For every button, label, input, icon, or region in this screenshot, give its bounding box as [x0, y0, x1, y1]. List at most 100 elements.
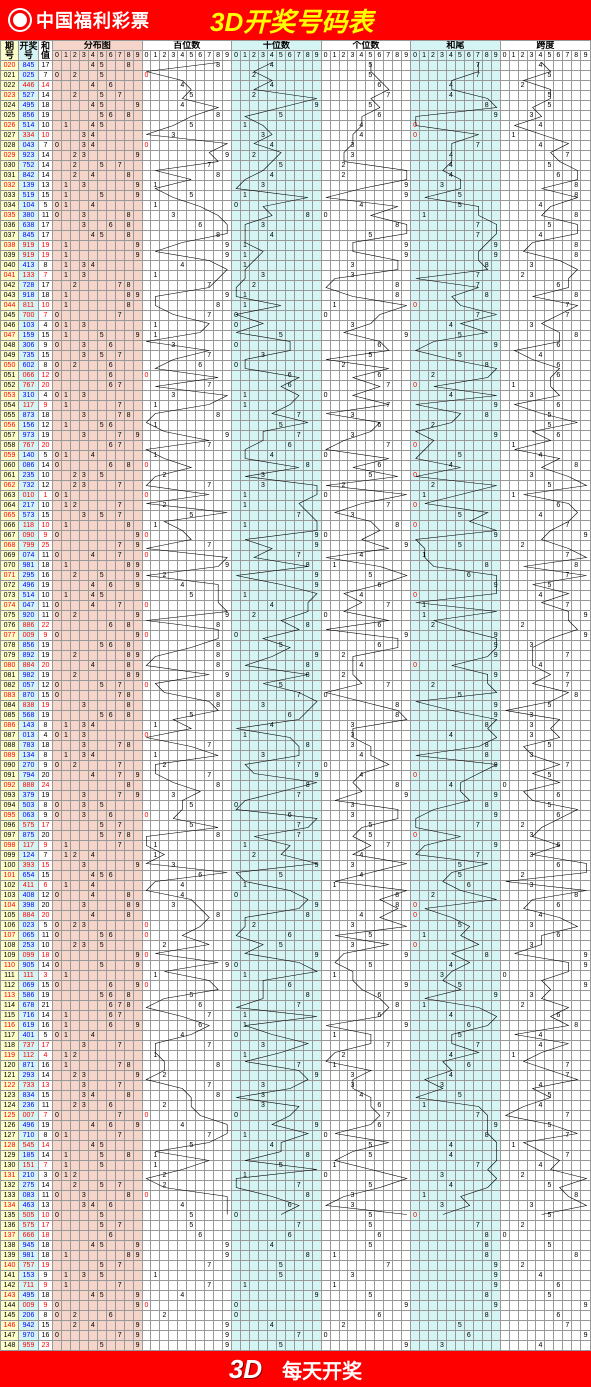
cell-tens — [258, 121, 267, 131]
cell-hund — [214, 571, 223, 581]
cell-span — [518, 741, 527, 751]
cell-tens — [276, 531, 285, 541]
cell-span — [500, 471, 509, 481]
cell-tail — [429, 161, 438, 171]
cell-dist — [115, 581, 124, 591]
cell-tens — [267, 641, 276, 651]
cell-hund — [169, 321, 178, 331]
cell-ones — [375, 351, 384, 361]
cell-ones — [348, 91, 357, 101]
cell-ones: 2 — [339, 651, 348, 661]
cell-span — [518, 711, 527, 721]
cell-hund — [187, 101, 196, 111]
cell-tens — [312, 691, 321, 701]
cell-hund — [214, 281, 223, 291]
cell-dist: 7 — [115, 281, 124, 291]
cell-tens — [294, 181, 303, 191]
cell-hund: 5 — [187, 191, 196, 201]
cell-tail: 0 — [411, 591, 420, 601]
cell-ones — [384, 311, 393, 321]
cell-tens — [294, 641, 303, 651]
cell-dist — [70, 731, 79, 741]
cell-tens — [267, 631, 276, 641]
cell-hund — [169, 291, 178, 301]
cell-tens: 1 — [241, 491, 250, 501]
cell-ones — [348, 351, 357, 361]
cell-tens — [249, 171, 258, 181]
cell-dist — [53, 621, 62, 631]
cell-tens — [249, 571, 258, 581]
cell-tens — [312, 331, 321, 341]
cell-span — [509, 321, 518, 331]
cell-ones — [357, 391, 366, 401]
page-title: 3D开奖号码表 — [210, 2, 373, 39]
cell-hund: 5 — [187, 121, 196, 131]
cell-hund — [196, 661, 205, 671]
cell-tail — [464, 221, 473, 231]
cell-sum: 14 — [39, 151, 53, 161]
cell-dist — [61, 651, 70, 661]
cell-hund — [178, 641, 187, 651]
cell-hund — [214, 671, 223, 681]
cell-tens — [276, 801, 285, 811]
cell-hund — [223, 71, 232, 81]
cell-tens — [303, 341, 312, 351]
cell-dist: 7 — [115, 551, 124, 561]
cell-dist — [133, 641, 142, 651]
cell-span — [500, 711, 509, 721]
cell-tail — [437, 121, 446, 131]
cell-span — [518, 801, 527, 811]
data-row: 0735141014551404 — [1, 591, 591, 601]
cell-tens — [294, 771, 303, 781]
hdr-digit: 0 — [411, 51, 420, 61]
cell-hund — [223, 441, 232, 451]
cell-tens — [312, 491, 321, 501]
cell-ones — [384, 761, 393, 771]
cell-hund — [142, 151, 151, 161]
cell-dist: 0 — [53, 211, 62, 221]
cell-tail — [464, 521, 473, 531]
cell-issue: 020 — [1, 61, 19, 71]
cell-tens — [303, 811, 312, 821]
cell-ones — [357, 621, 366, 631]
cell-ones — [393, 381, 402, 391]
cell-dist: 9 — [133, 671, 142, 681]
cell-dist — [97, 261, 106, 271]
cell-draw: 842 — [19, 171, 39, 181]
cell-hund — [214, 821, 223, 831]
cell-ones — [366, 801, 375, 811]
cell-tail — [455, 611, 464, 621]
cell-tail — [420, 121, 429, 131]
cell-tail — [464, 151, 473, 161]
cell-span — [518, 171, 527, 181]
cell-dist — [106, 211, 115, 221]
cell-span — [572, 661, 581, 671]
cell-span — [509, 741, 518, 751]
cell-span — [572, 601, 581, 611]
cell-dist — [61, 601, 70, 611]
data-row: 0235271425752745 — [1, 91, 591, 101]
cell-dist — [106, 401, 115, 411]
cell-hund — [223, 401, 232, 411]
cell-hund — [223, 771, 232, 781]
cell-tens: 6 — [285, 711, 294, 721]
cell-tail: 9 — [491, 671, 500, 681]
cell-span — [527, 571, 536, 581]
cell-tens — [267, 241, 276, 251]
cell-tail — [420, 181, 429, 191]
cell-dist — [106, 791, 115, 801]
cell-dist — [53, 61, 62, 71]
cell-span: 3 — [527, 751, 536, 761]
cell-dist — [70, 441, 79, 451]
cell-span — [527, 351, 536, 361]
cell-span — [509, 311, 518, 321]
cell-hund — [142, 221, 151, 231]
cell-hund — [196, 531, 205, 541]
cell-span — [509, 711, 518, 721]
hdr-digit: 3 — [348, 51, 357, 61]
cell-tail — [446, 801, 455, 811]
cell-dist — [115, 521, 124, 531]
cell-span — [581, 451, 591, 461]
cell-tens — [267, 761, 276, 771]
cell-ones — [393, 571, 402, 581]
